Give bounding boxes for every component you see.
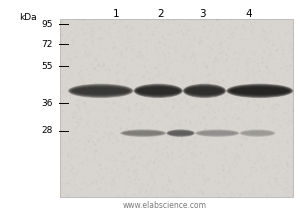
Ellipse shape (231, 88, 288, 94)
Ellipse shape (240, 130, 275, 137)
Ellipse shape (184, 85, 225, 96)
Text: 72: 72 (42, 40, 53, 49)
Ellipse shape (196, 130, 238, 136)
Ellipse shape (197, 131, 238, 136)
Ellipse shape (137, 88, 179, 94)
Ellipse shape (120, 129, 166, 137)
Ellipse shape (168, 131, 194, 136)
Ellipse shape (121, 130, 166, 137)
Text: 4: 4 (245, 9, 252, 19)
Ellipse shape (184, 85, 225, 97)
Ellipse shape (71, 86, 131, 96)
FancyBboxPatch shape (60, 19, 293, 197)
Ellipse shape (135, 85, 181, 96)
Ellipse shape (70, 85, 131, 96)
Text: kDa: kDa (19, 13, 36, 22)
Ellipse shape (71, 86, 130, 95)
Ellipse shape (69, 84, 133, 97)
Ellipse shape (186, 87, 224, 95)
Ellipse shape (228, 85, 291, 96)
Ellipse shape (240, 129, 275, 137)
Ellipse shape (195, 129, 240, 137)
Ellipse shape (135, 85, 182, 97)
Ellipse shape (227, 84, 292, 97)
Ellipse shape (68, 84, 134, 98)
Ellipse shape (183, 84, 226, 98)
Ellipse shape (167, 130, 194, 136)
Text: 55: 55 (41, 62, 53, 71)
Ellipse shape (169, 131, 193, 135)
Ellipse shape (186, 88, 223, 94)
Ellipse shape (228, 85, 292, 97)
Text: 28: 28 (42, 126, 53, 136)
Ellipse shape (230, 87, 289, 95)
Ellipse shape (137, 87, 180, 95)
Ellipse shape (168, 131, 193, 135)
Ellipse shape (167, 129, 195, 137)
Ellipse shape (122, 130, 165, 136)
Ellipse shape (230, 86, 290, 95)
Ellipse shape (72, 87, 129, 95)
Text: 2: 2 (157, 9, 164, 19)
Ellipse shape (226, 84, 293, 98)
Ellipse shape (183, 84, 226, 97)
Ellipse shape (122, 131, 164, 136)
Ellipse shape (73, 88, 129, 94)
Ellipse shape (136, 86, 180, 95)
Ellipse shape (69, 85, 132, 97)
Text: 1: 1 (112, 9, 119, 19)
Ellipse shape (185, 86, 224, 96)
Text: 95: 95 (41, 19, 53, 29)
Ellipse shape (185, 86, 224, 95)
Text: 3: 3 (199, 9, 206, 19)
Text: www.elabscience.com: www.elabscience.com (123, 201, 207, 210)
Ellipse shape (167, 130, 194, 137)
Ellipse shape (134, 84, 183, 98)
Text: 36: 36 (41, 99, 53, 108)
Ellipse shape (196, 130, 239, 137)
Ellipse shape (229, 86, 290, 96)
Ellipse shape (123, 131, 164, 135)
Ellipse shape (241, 130, 274, 136)
Ellipse shape (136, 86, 181, 96)
Ellipse shape (134, 84, 182, 97)
